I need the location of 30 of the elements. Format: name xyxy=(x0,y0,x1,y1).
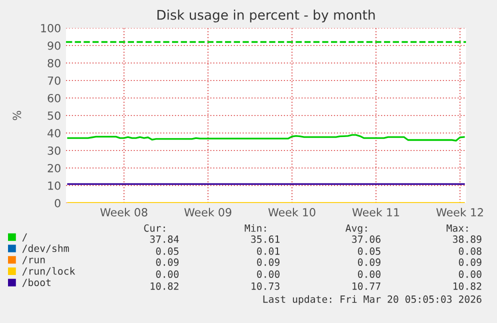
chart-title: Disk usage in percent - by month xyxy=(157,10,375,22)
y-axis-title: % xyxy=(12,110,22,120)
x-tick-label: Week 08 xyxy=(100,208,148,216)
text: 0.09 0.09 0.09 0.09 xyxy=(156,258,482,266)
y-tick-label: 20 xyxy=(48,164,60,172)
y-tick-label: 90 xyxy=(48,41,60,50)
legend-label: /run/lock xyxy=(22,267,76,276)
x-tick-label: Week 12 xyxy=(436,208,483,216)
y-tick-label: 60 xyxy=(48,94,60,102)
legend-label: /dev/shm xyxy=(22,244,69,253)
y-tick-label: 80 xyxy=(48,58,60,68)
y-tick-label: 50 xyxy=(48,111,60,120)
text: 0.00 0.00 0.00 0.00 xyxy=(156,270,482,278)
text: 10.82 10.73 10.77 10.82 xyxy=(150,282,482,290)
y-tick-label: 100 xyxy=(41,24,60,32)
y-tick-label: 0 xyxy=(54,198,60,208)
x-tick-label: Week 09 xyxy=(184,208,232,216)
legend-label: /boot xyxy=(22,278,51,287)
text: Cur: Min: Avg: Max: xyxy=(144,224,468,234)
x-tick-label: Week 11 xyxy=(352,208,400,216)
legend-label: /run xyxy=(22,256,45,264)
y-tick-label: 70 xyxy=(48,76,60,85)
y-tick-label: 30 xyxy=(48,146,60,155)
y-tick-label: 10 xyxy=(48,181,60,190)
text: 37.84 35.61 37.06 38.89 xyxy=(150,235,482,243)
y-tick-label: 40 xyxy=(48,128,60,138)
text: 0.05 0.01 0.05 0.08 xyxy=(156,247,482,255)
legend-label: / xyxy=(22,233,27,242)
text: Last update: Fri Mar 20 05:05:03 2026 xyxy=(263,295,482,305)
x-tick-label: Week 10 xyxy=(268,208,316,216)
